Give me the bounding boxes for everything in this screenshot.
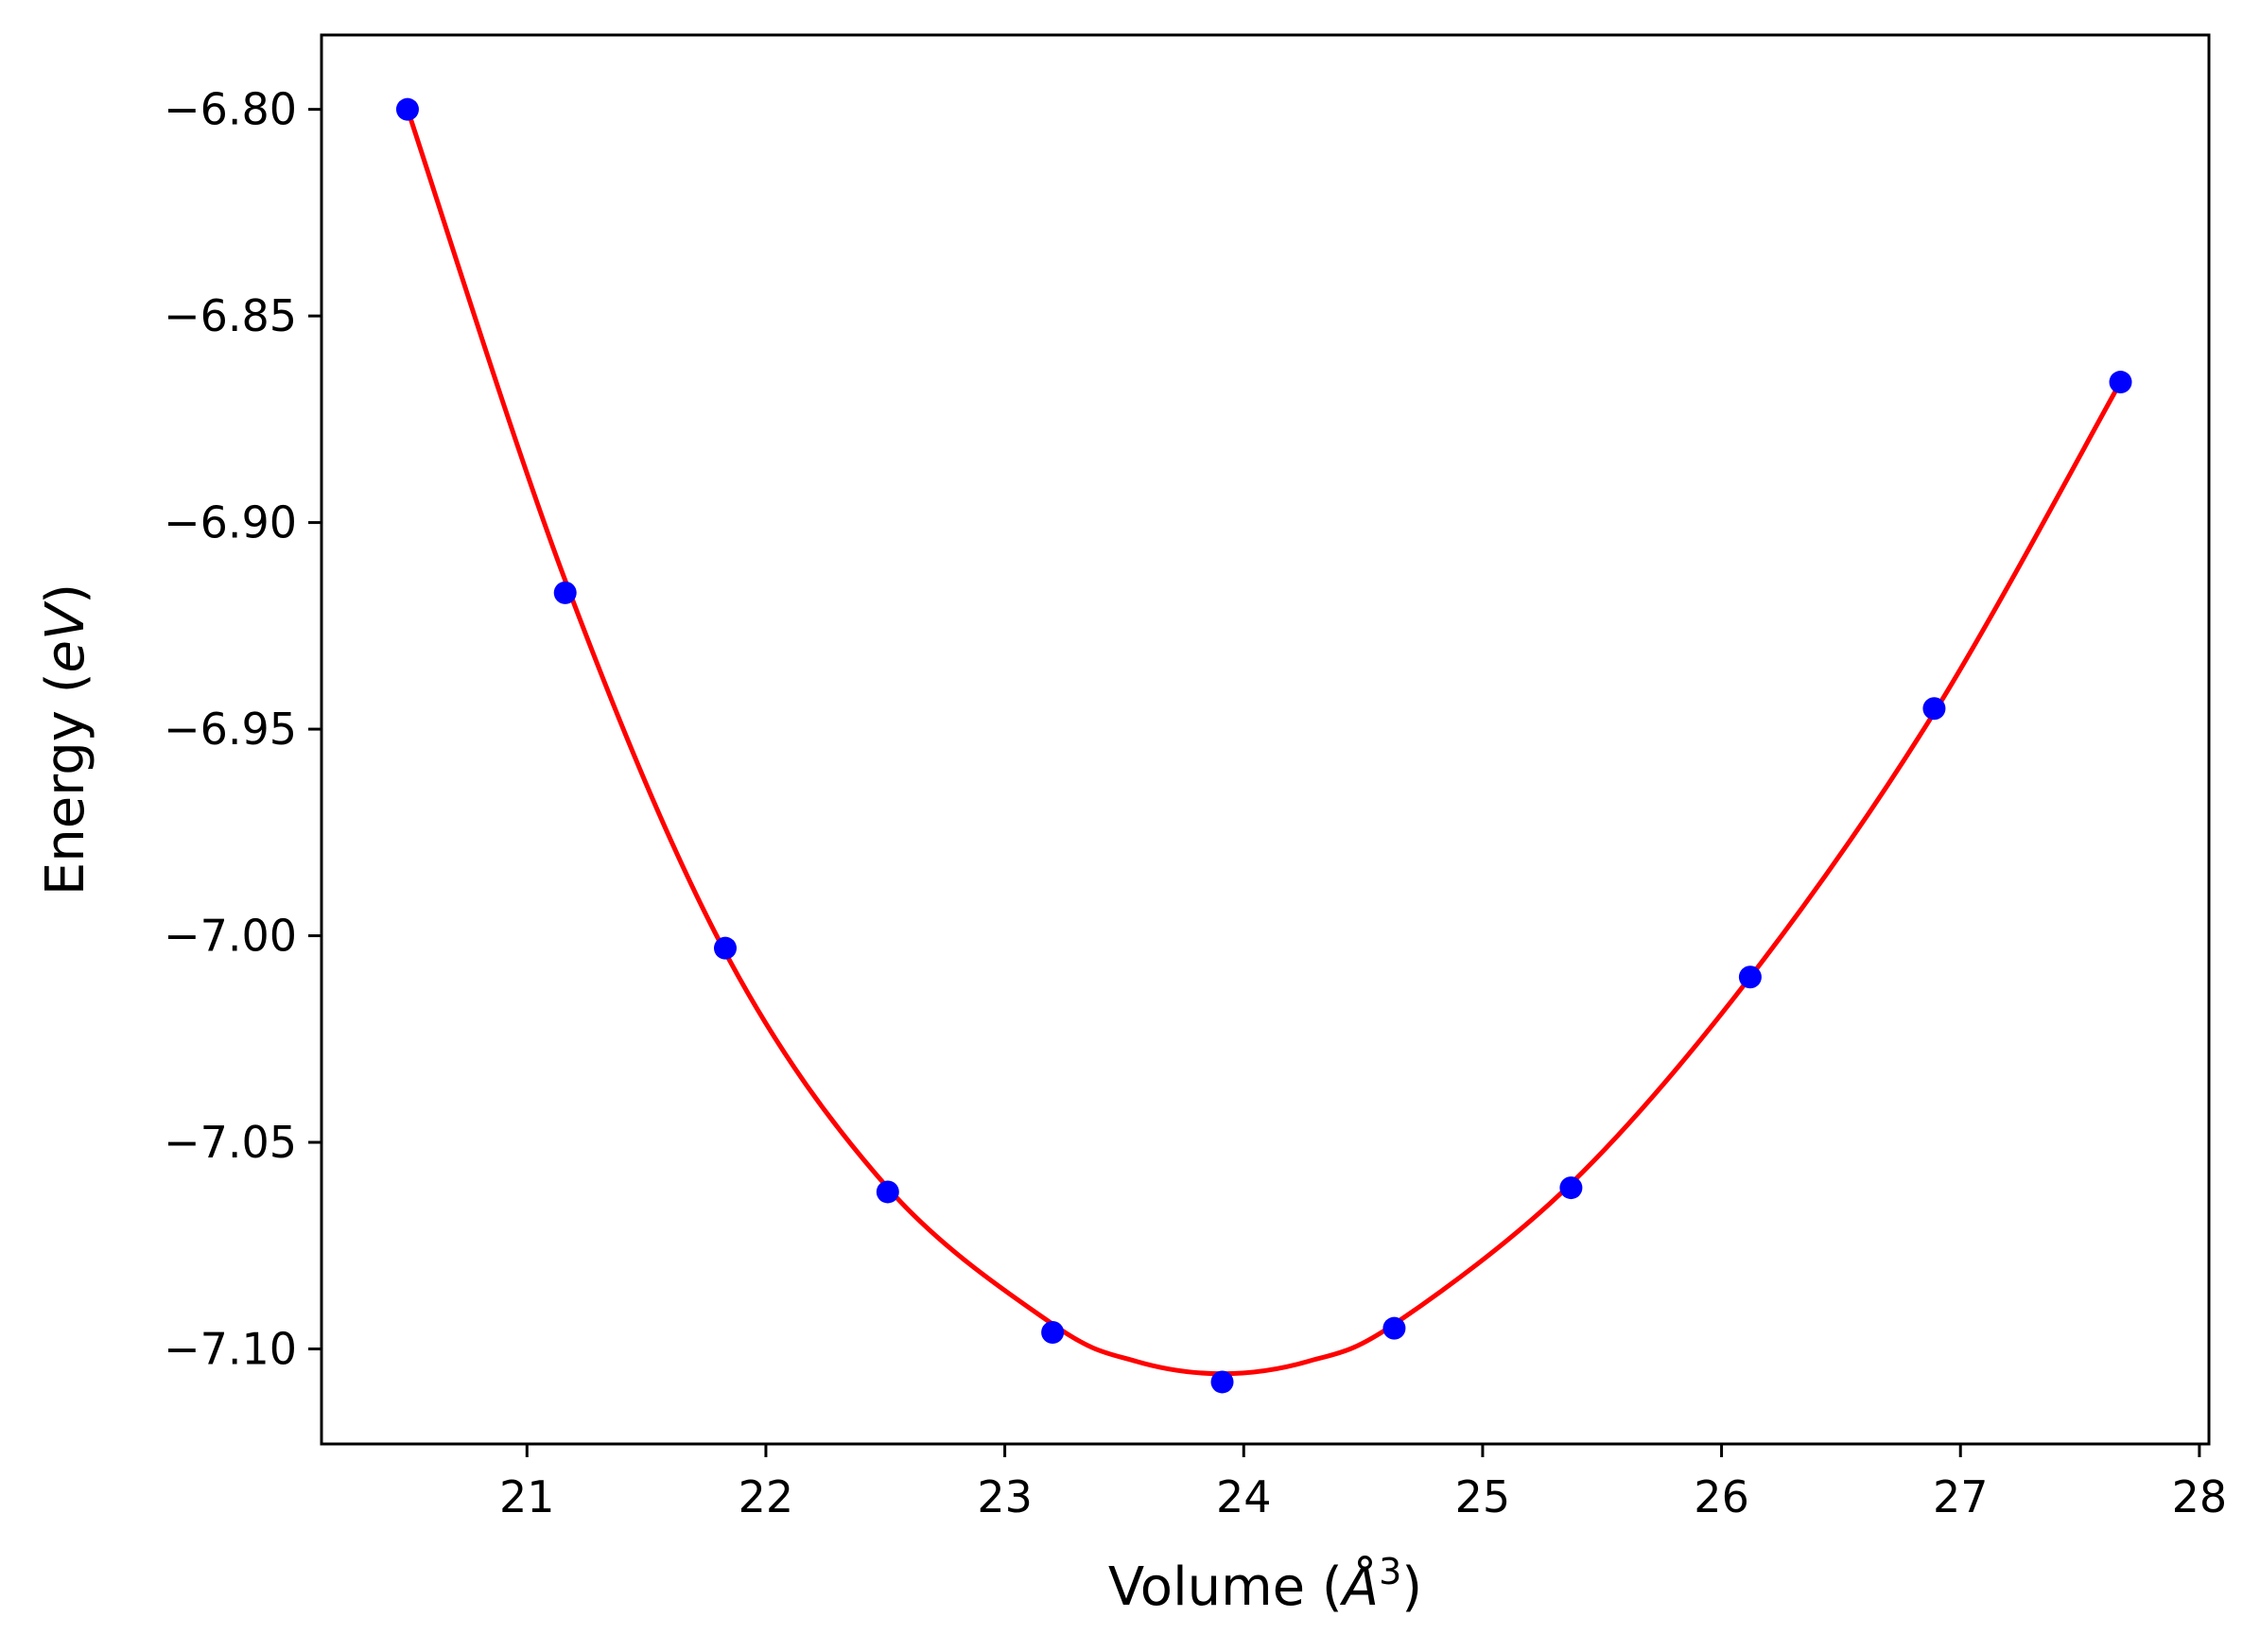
data-point: [1041, 1321, 1065, 1345]
data-point: [1738, 965, 1762, 989]
y-axis-label-suffix: ): [35, 583, 96, 604]
y-tick-label: −6.85: [164, 290, 297, 341]
x-axis-label-unit: Å: [1340, 1556, 1379, 1618]
x-tick-label: 25: [1455, 1471, 1511, 1522]
x-axis-label-exponent: 3: [1379, 1551, 1401, 1592]
x-tick-label: 23: [977, 1471, 1033, 1522]
y-axis-label-unit: eV: [35, 600, 96, 672]
y-axis-label: Energy (eV): [35, 583, 96, 896]
data-point: [395, 97, 419, 121]
x-axis-ticks: 21 22 23 24 25 26 27 28: [499, 1444, 2227, 1522]
data-point: [713, 936, 737, 960]
data-points-layer: [395, 97, 2132, 1394]
x-tick-label: 21: [499, 1471, 555, 1522]
y-tick-label: −7.10: [164, 1324, 297, 1375]
y-axis-label-prefix: Energy (: [35, 672, 96, 896]
y-tick-label: −6.95: [164, 704, 297, 755]
plot-area: [322, 35, 2209, 1444]
x-tick-label: 28: [2172, 1471, 2228, 1522]
y-tick-label: −6.80: [164, 84, 297, 135]
data-point: [1210, 1370, 1234, 1394]
x-axis-label: Volume (Å3): [1108, 1551, 1422, 1618]
data-point: [1559, 1176, 1583, 1200]
y-tick-label: −6.90: [164, 497, 297, 548]
x-axis-label-suffix: ): [1401, 1556, 1422, 1618]
data-point: [1382, 1316, 1406, 1340]
data-point: [2109, 371, 2132, 394]
x-tick-label: 27: [1933, 1471, 1989, 1522]
x-axis-label-prefix: Volume (: [1108, 1556, 1343, 1618]
data-point: [876, 1180, 899, 1204]
x-tick-label: 22: [739, 1471, 794, 1522]
plot-frame: [320, 33, 2211, 1446]
x-tick-label: 26: [1694, 1471, 1749, 1522]
data-point: [553, 581, 577, 604]
x-tick-label: 24: [1216, 1471, 1272, 1522]
y-axis-ticks: −6.80 −6.85 −6.90 −6.95 −7.00 −7.05 −7.10: [164, 84, 322, 1375]
y-tick-label: −7.05: [164, 1117, 297, 1168]
y-tick-label: −7.00: [164, 911, 297, 962]
data-point: [1922, 697, 1946, 721]
